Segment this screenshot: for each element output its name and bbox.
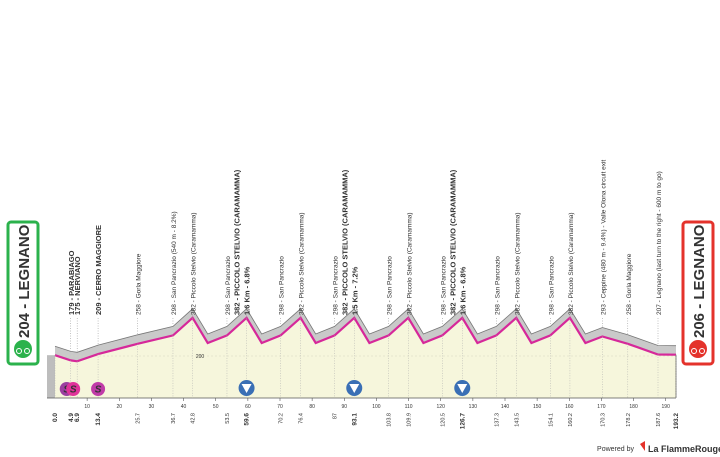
flag: [6, 220, 40, 366]
x-tick-label: 90: [342, 404, 348, 410]
flag-icon-wheel: [691, 348, 697, 354]
km-label: 93.1: [351, 413, 358, 426]
km-label: 193.2: [673, 413, 680, 430]
km-label: 187.6: [656, 413, 662, 427]
waypoint-label: 298 - San Pancrazio: [279, 256, 286, 315]
km-label: 143.5: [514, 413, 520, 427]
flag-icon-wheel: [16, 348, 22, 354]
waypoint-label: 382 - Piccolo Stelvio (Caramamma): [568, 212, 575, 315]
sprint-icon: [91, 382, 106, 396]
waypoint-label: 258 - Gorla Maggiore: [136, 253, 143, 315]
footer-brand: La FlammeRouge: [648, 444, 720, 454]
waypoint-label: 382 - Piccolo Stelvio (Caramamma): [191, 212, 198, 315]
km-label: 160.2: [568, 413, 574, 427]
profile-side: [47, 355, 55, 398]
km-label: 42.8: [191, 413, 197, 424]
km-label: 6.9: [74, 413, 81, 422]
km-label: 25.7: [136, 413, 142, 424]
x-tick-label: 140: [501, 404, 510, 410]
footer-prefix: Powered by: [597, 446, 634, 453]
km-label: 178.2: [626, 413, 632, 427]
x-tick-label: 170: [597, 404, 606, 410]
x-tick-label: 130: [469, 404, 478, 410]
km-label: 53.5: [225, 413, 231, 424]
x-tick-label: 150: [533, 404, 542, 410]
x-tick-label: 160: [565, 404, 574, 410]
waypoint-label: 1.6 Km - 6.8%: [458, 266, 467, 315]
footer-logo: [640, 441, 645, 451]
waypoint-label: 293 - Ceppine (480 m - 9.4%) - Valle Olo…: [600, 160, 607, 315]
waypoint-label: 382 - PICCOLO STELVIO (CARAMAMMA): [233, 169, 242, 315]
kom-icon-triangle: [457, 384, 468, 393]
flag-icon-wheel: [699, 348, 705, 354]
waypoint-label: 258 - Gorla Maggiore: [626, 253, 633, 315]
km-label: 120.5: [440, 413, 446, 427]
x-tick-label: 50: [213, 404, 219, 410]
km-label: 126.7: [459, 413, 466, 430]
x-tick-label: 180: [629, 404, 638, 410]
waypoint-label: 298 - San Pancrazio: [494, 256, 501, 315]
km-label: 87: [333, 413, 339, 419]
relief-edge: [54, 308, 677, 353]
x-tick-label: 60: [245, 404, 251, 410]
waypoint-label: 298 - San Pancrazio: [225, 256, 232, 315]
waypoint-label: 382 - PICCOLO STELVIO (CARAMAMMA): [448, 169, 457, 315]
km-label: 154.1: [548, 413, 554, 427]
flag-label: 204 - LEGNANO: [16, 224, 33, 338]
km-label: 36.7: [171, 413, 177, 424]
waypoint-label: 1.5 Km - 7.2%: [350, 266, 359, 315]
x-tick-label: 120: [437, 404, 446, 410]
km-label: 0.0: [52, 413, 59, 422]
sprint-icon-letter: S: [70, 385, 77, 396]
flag-icon-wheel: [24, 348, 30, 354]
sprint-icon: [66, 382, 81, 396]
km-label: 76.4: [299, 413, 305, 424]
x-tick-label: 30: [149, 404, 155, 410]
flag: [681, 220, 715, 366]
waypoint-label: 382 - Piccolo Stelvio (Caramamma): [299, 212, 306, 315]
profile-line: [54, 316, 677, 363]
waypoint-label: 1.6 Km - 6.8%: [243, 266, 252, 315]
x-tick-label: 70: [277, 404, 283, 410]
waypoint-label: 209 - CERRO MAGGIORE: [94, 225, 103, 315]
km-label: 13.4: [95, 413, 102, 426]
x-tick-label: 20: [117, 404, 123, 410]
waypoint-label: 207 - Legnano (last turn to the right - …: [656, 171, 663, 315]
waypoint-label: 298 - San Pancrazio: [333, 256, 340, 315]
x-tick-label: 110: [405, 404, 413, 410]
flag-label: 206 - LEGNANO: [691, 224, 708, 338]
y-tick-label: 200: [196, 354, 205, 360]
flag-icon: [689, 340, 707, 358]
km-label: 109.9: [406, 413, 412, 427]
x-tick-label: 80: [309, 404, 315, 410]
waypoint-label: 298 - San Pancrazio (540 m - 8.2%): [171, 211, 178, 315]
profile-area: [55, 317, 676, 398]
km-label: 170.3: [600, 413, 606, 427]
waypoint-label: 382 - PICCOLO STELVIO (CARAMAMMA): [340, 169, 349, 315]
sprint-icon-letter: S: [95, 385, 102, 396]
waypoint-label: 179 - PARABIAGO: [67, 250, 76, 315]
flag-icon: [14, 340, 32, 358]
kom-icon-triangle: [241, 384, 252, 393]
km-label: 70.2: [279, 413, 285, 424]
km-label: 103.8: [387, 413, 393, 427]
km-label: 4.9: [68, 413, 75, 422]
x-tick-label: 100: [372, 404, 381, 410]
km-label: 137.3: [494, 413, 500, 427]
waypoint-label: 175 - NERVIANO: [73, 256, 82, 315]
km-label: 59.6: [244, 413, 251, 426]
x-tick-label: 190: [662, 404, 671, 410]
waypoint-label: 382 - Piccolo Stelvio (Caramamma): [406, 212, 413, 315]
waypoint-label: 298 - San Pancrazio: [387, 256, 394, 315]
kom-icon-triangle: [349, 384, 360, 393]
waypoint-label: 298 - San Pancrazio: [548, 256, 555, 315]
waypoint-label: 298 - San Pancrazio: [440, 256, 447, 315]
waypoint-label: 382 - Piccolo Stelvio (Caramamma): [514, 212, 521, 315]
x-tick-label: 10: [84, 404, 90, 410]
x-tick-label: 40: [181, 404, 187, 410]
